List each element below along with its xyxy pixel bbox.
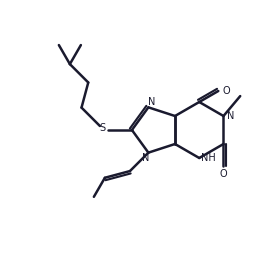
Text: N: N <box>142 153 149 163</box>
Text: NH: NH <box>201 153 216 163</box>
Text: O: O <box>220 169 227 179</box>
Text: O: O <box>223 86 230 96</box>
Text: S: S <box>100 123 106 133</box>
Text: N: N <box>227 111 234 121</box>
Text: N: N <box>148 97 155 107</box>
